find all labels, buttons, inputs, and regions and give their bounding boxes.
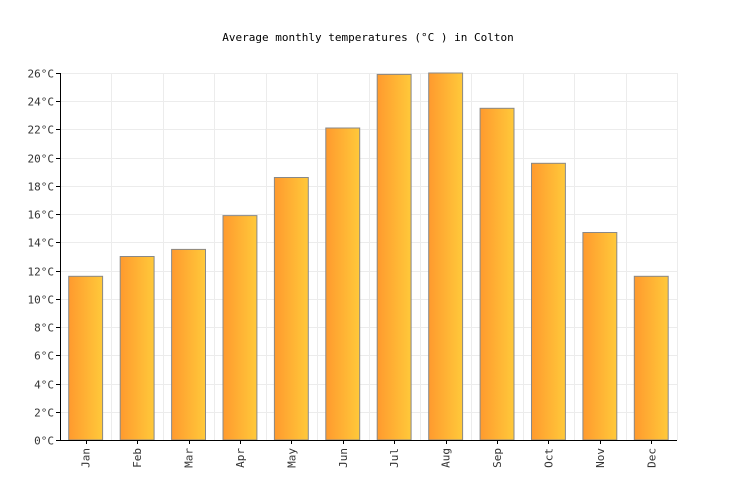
x-tick-label-jul: Jul <box>388 448 401 468</box>
bar-apr <box>222 215 258 441</box>
y-tick-label-1: 2°C <box>34 407 54 420</box>
bar-mar <box>171 248 207 441</box>
y-tick-label-6: 12°C <box>28 266 55 279</box>
x-tick-label-apr: Apr <box>234 448 247 468</box>
x-tick-label-oct: Oct <box>542 448 555 468</box>
y-tick-label-7: 14°C <box>28 237 55 250</box>
x-tick-label-nov: Nov <box>594 448 607 468</box>
grid-lines <box>60 73 678 441</box>
y-tick-label-4: 8°C <box>34 322 54 335</box>
x-tick-label-jun: Jun <box>337 448 350 468</box>
chart-title: Average monthly temperatures (°C ) in Co… <box>222 31 513 44</box>
y-tick-label-2: 4°C <box>34 379 54 392</box>
bar-may <box>273 177 309 441</box>
bar-jun <box>325 127 361 441</box>
bar-dec <box>633 275 669 441</box>
x-tick-label-feb: Feb <box>131 448 144 468</box>
axes <box>56 73 677 444</box>
y-tick-label-0: 0°C <box>34 435 54 448</box>
y-axis-tick-labels: 0°C 2°C 4°C 6°C 8°C 10°C 12°C 14°C 16°C 18°C 20°C 2… <box>28 68 55 448</box>
bar-sep <box>479 107 515 441</box>
bar-nov <box>582 232 618 441</box>
y-tick-label-12: 24°C <box>28 96 55 109</box>
x-tick-label-aug: Aug <box>440 448 453 468</box>
y-tick-label-13: 26°C <box>28 68 55 81</box>
x-tick-label-mar: Mar <box>183 448 196 468</box>
bar-jan <box>68 275 104 441</box>
y-tick-label-8: 16°C <box>28 209 55 222</box>
bar-oct <box>531 162 566 441</box>
x-tick-label-may: May <box>285 448 298 468</box>
y-tick-label-5: 10°C <box>28 294 55 307</box>
y-tick-label-11: 22°C <box>28 124 55 137</box>
y-tick-label-10: 20°C <box>28 153 55 166</box>
bar-aug <box>428 72 464 441</box>
x-tick-label-jan: Jan <box>80 448 93 468</box>
x-tick-label-sep: Sep <box>491 448 504 468</box>
bar-jul <box>376 73 412 441</box>
x-axis-tick-labels: Jan Feb Mar Apr May Jun Jul Aug Sep Oct Nov Dec <box>80 448 659 468</box>
y-tick-label-9: 18°C <box>28 181 55 194</box>
bar-feb <box>119 256 155 441</box>
y-tick-label-3: 6°C <box>34 350 54 363</box>
x-tick-label-dec: Dec <box>645 448 658 468</box>
